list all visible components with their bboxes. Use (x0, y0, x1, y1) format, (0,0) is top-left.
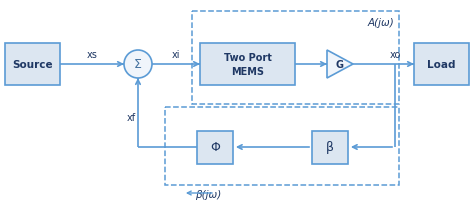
Text: A(jω): A(jω) (367, 18, 394, 28)
Text: Source: Source (12, 60, 53, 70)
Text: xf: xf (127, 113, 136, 123)
Text: Load: Load (427, 60, 456, 70)
Bar (5, 44, 60, 86)
Text: Two Port
MEMS: Two Port MEMS (224, 53, 272, 76)
Text: β(jω): β(jω) (195, 189, 221, 199)
Text: xo: xo (390, 50, 401, 60)
Polygon shape (327, 51, 353, 79)
Text: Σ: Σ (134, 58, 142, 71)
Bar (192, 12, 399, 104)
Bar (200, 44, 295, 86)
Circle shape (124, 51, 152, 79)
Text: xs: xs (87, 50, 98, 60)
Bar (165, 107, 399, 185)
Text: xi: xi (172, 50, 180, 60)
Text: G: G (336, 60, 344, 70)
Text: β: β (326, 141, 334, 154)
Text: Φ: Φ (210, 141, 220, 154)
Bar (312, 131, 348, 164)
Bar (414, 44, 469, 86)
Bar (197, 131, 233, 164)
